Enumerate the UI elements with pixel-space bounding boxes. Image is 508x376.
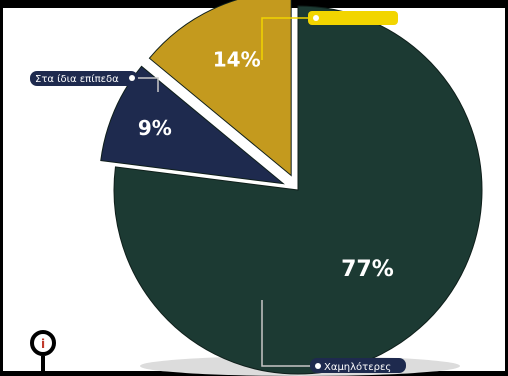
info-icon-stem <box>41 356 45 371</box>
callout-label-2: Στα ίδια επίπεδα <box>35 73 119 85</box>
info-icon: i <box>30 330 56 356</box>
left-border <box>0 0 3 376</box>
callout-dot-3 <box>313 15 319 21</box>
pie-slice-3 <box>148 0 292 177</box>
pie-slice-1 <box>113 5 483 375</box>
slice-percent-3: 14% <box>213 48 261 72</box>
callout-label-1: Χαμηλότερες <box>324 361 391 373</box>
callout-dot-2 <box>129 75 135 81</box>
right-border <box>505 0 508 376</box>
callout-dot-1 <box>315 363 321 369</box>
callout-box-2 <box>30 71 138 86</box>
leader-line-2 <box>136 77 159 92</box>
slice-percent-1: 77% <box>341 257 394 282</box>
pie-slice-2 <box>100 65 285 185</box>
leader-line-1 <box>261 300 312 367</box>
leader-line-3 <box>261 17 310 60</box>
slice-percent-2: 9% <box>138 116 172 140</box>
callout-box-3 <box>308 11 398 25</box>
svg-text:i: i <box>41 337 45 351</box>
callout-box-1 <box>310 358 406 373</box>
